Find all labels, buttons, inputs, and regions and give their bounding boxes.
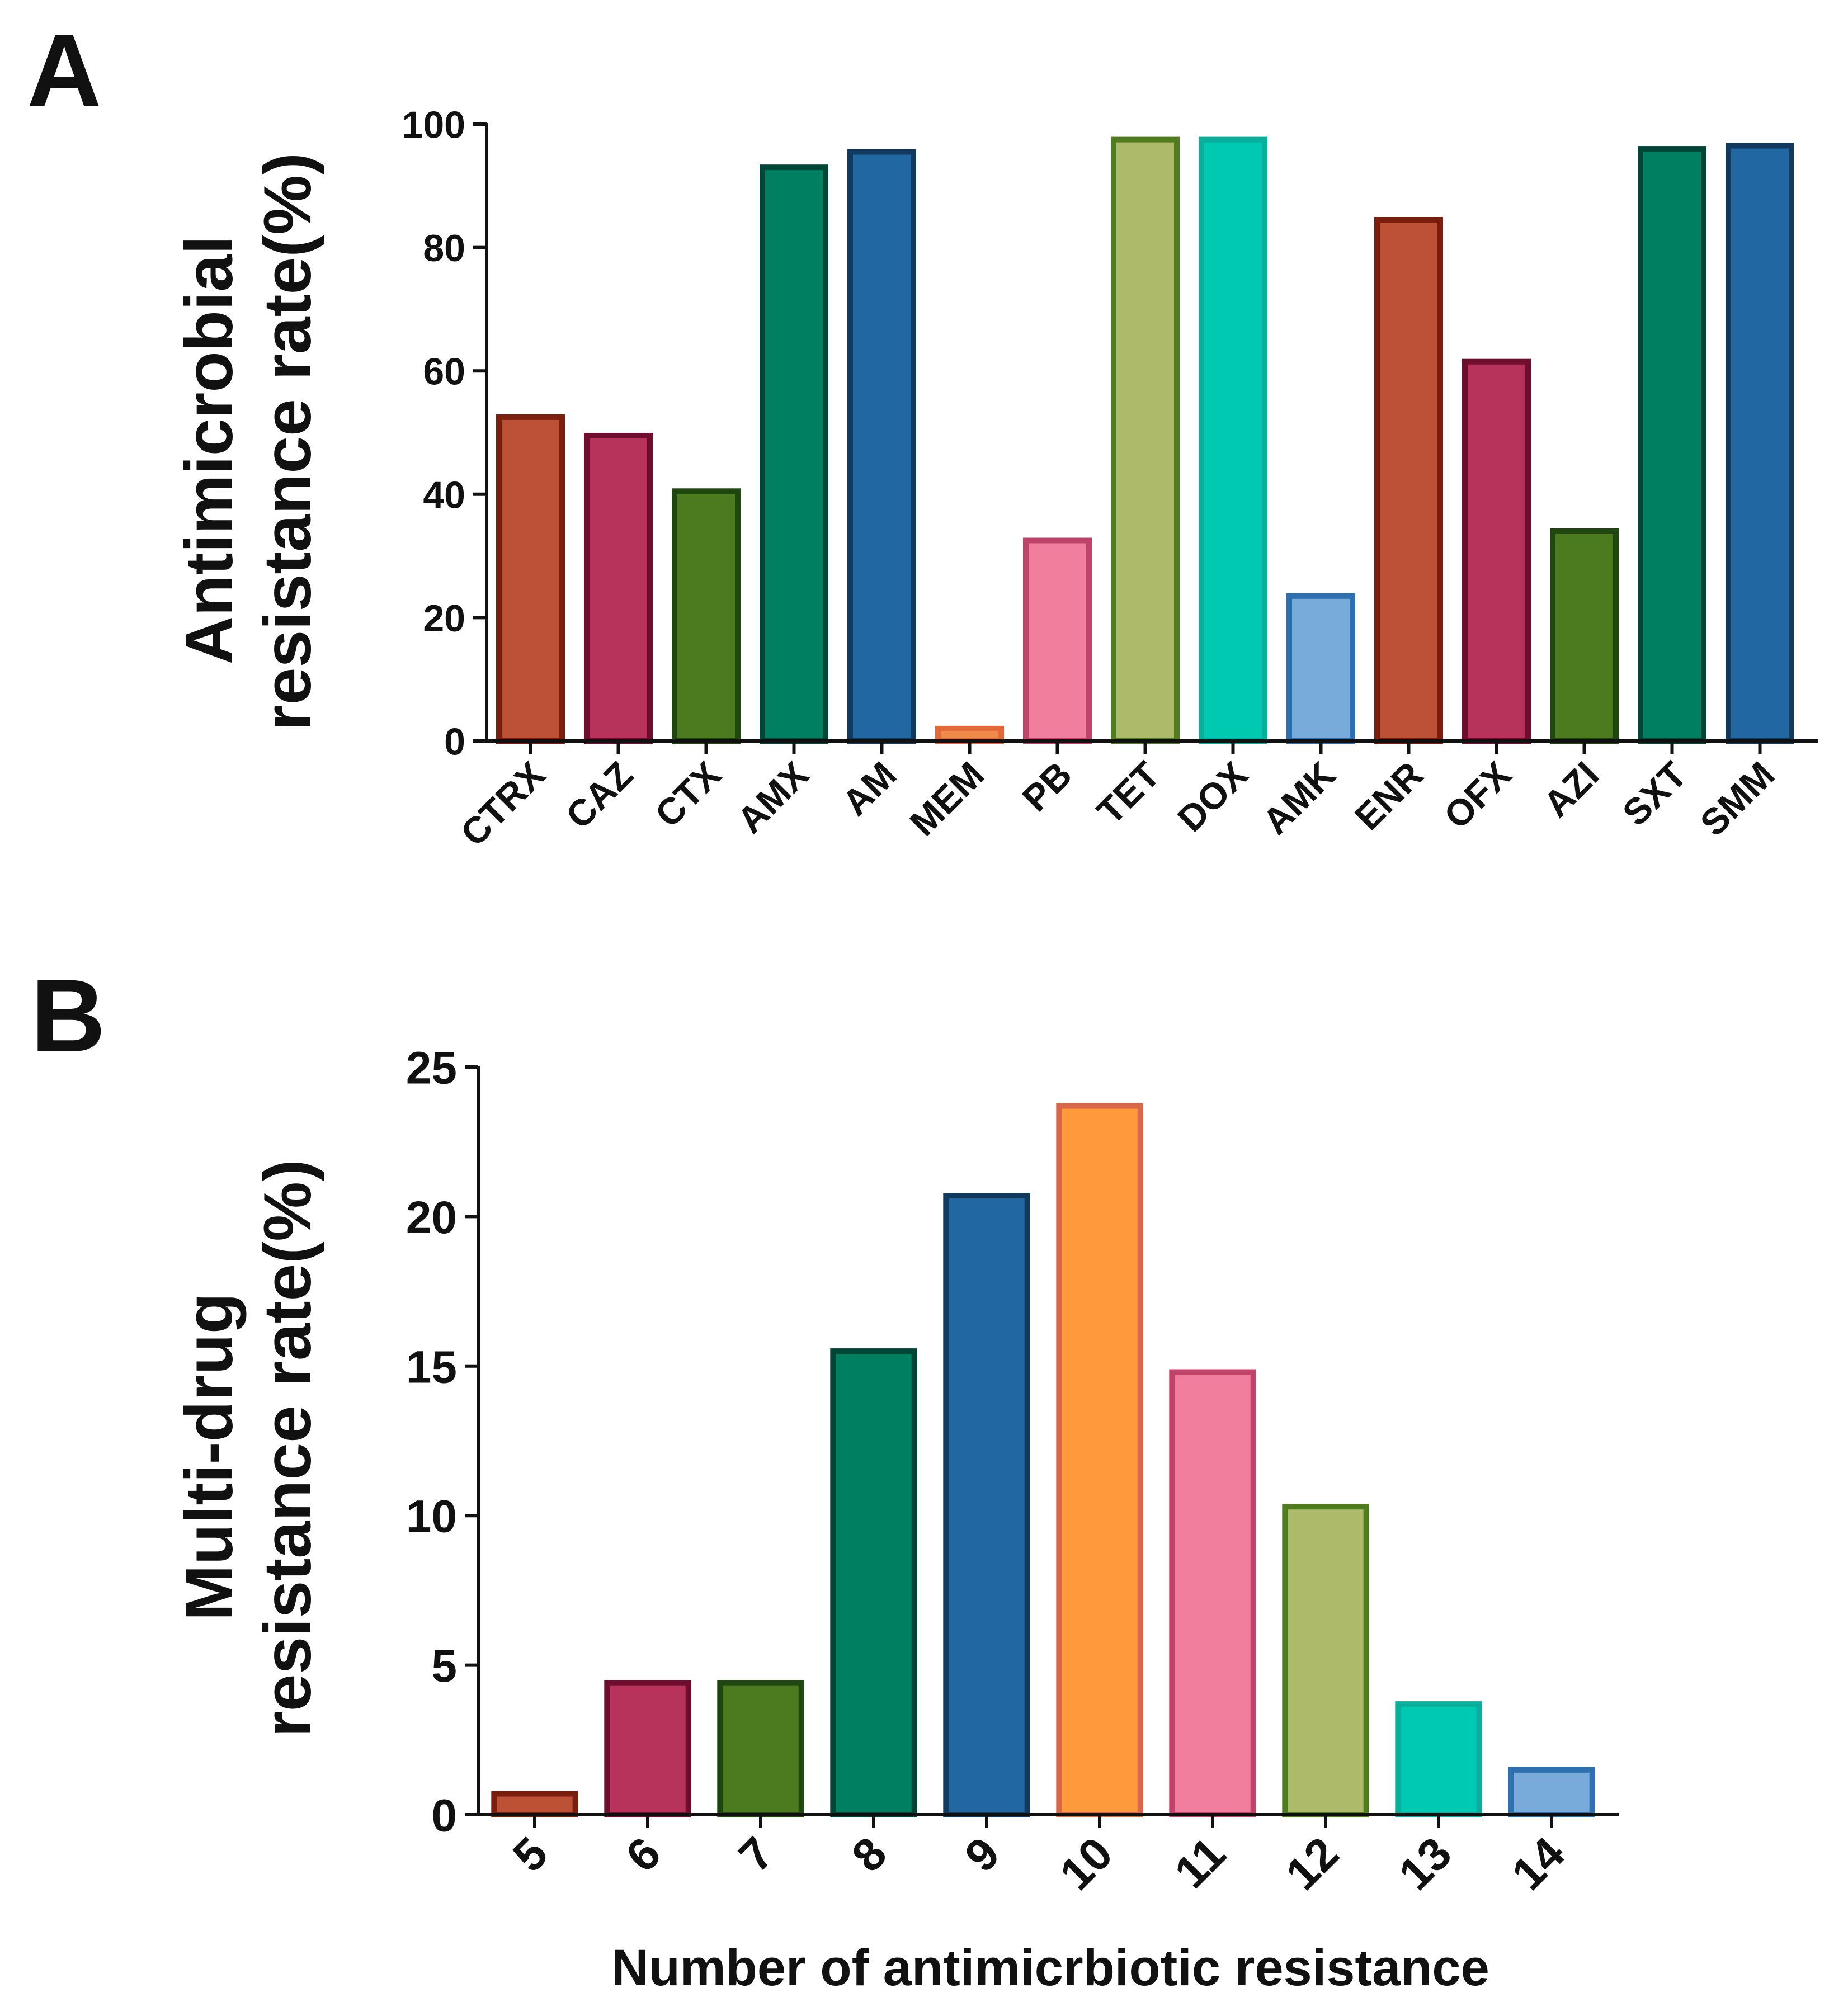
panel-a-letter: A: [27, 13, 102, 129]
panel-a-bar-azi: [1550, 528, 1619, 744]
panel-a-bar-ofx: [1462, 358, 1531, 744]
panel-a-bar-ctx: [672, 488, 741, 744]
panel-a-bar-pb: [1023, 537, 1092, 744]
panel-b-y-axis-title-line1: Multi-drug: [172, 1293, 247, 1621]
panel-b-letter: B: [31, 959, 106, 1074]
panel-a-chart: A Antimicrobial resistance rate(%) 0 20 40…: [27, 13, 1818, 854]
panel-a-x-tick-label: AM: [834, 754, 904, 824]
panel-b-bar-12: [1282, 1504, 1369, 1817]
panel-b-x-tick-label: 12: [1276, 1828, 1349, 1900]
panel-a-x-tick-label: SMM: [1692, 754, 1782, 844]
panel-a-x-tick-label: AMK: [1255, 753, 1343, 842]
panel-b-bar-9: [943, 1193, 1030, 1817]
panel-a-x-tick-label: AMX: [729, 754, 816, 841]
panel-a-bar-mem: [935, 725, 1004, 744]
panel-b-bar-7: [717, 1680, 804, 1817]
panel-b-x-tick-label: 8: [842, 1828, 897, 1882]
panel-b-y-tick-label: 10: [406, 1491, 457, 1542]
panel-a-x-tick-label: TET: [1089, 754, 1167, 832]
panel-b-y-tick-label: 20: [406, 1192, 457, 1243]
panel-b-bar-13: [1395, 1701, 1482, 1818]
panel-b-bar-11: [1169, 1369, 1256, 1817]
panel-b-bar-8: [830, 1348, 917, 1818]
panel-b-x-axis-title: Number of antimicrbiotic resistance: [611, 1939, 1489, 1996]
panel-a-bar-amk: [1286, 593, 1355, 744]
panel-b-x-tick-label: 5: [503, 1828, 558, 1882]
panel-b-x-tick-label: 11: [1165, 1828, 1236, 1898]
panel-a-y-tick-label: 20: [423, 597, 465, 640]
panel-a-x-tick-label: OFX: [1436, 754, 1519, 837]
panel-b-x-tick-label: 7: [729, 1828, 784, 1882]
panel-b-y-tick-label: 15: [406, 1342, 457, 1392]
panel-a-x-tick-label: AZI: [1535, 754, 1607, 825]
panel-b-x-tick-label: 6: [616, 1828, 671, 1882]
panel-a-bar-ctrx: [496, 414, 565, 744]
panel-a-x-tick-label: SXT: [1614, 754, 1694, 834]
panel-a-bar-am: [847, 149, 916, 744]
panel-a-x-tick-label: ENR: [1347, 754, 1431, 838]
panel-a-bar-tet: [1111, 136, 1180, 744]
panel-a-y-axis-title-line1: Antimicrobial: [172, 236, 247, 665]
panel-a-x-tick-label: CTRX: [452, 754, 553, 854]
panel-b-y-tick-label: 0: [431, 1791, 457, 1842]
panel-a-y-axis-title-line2: resistance rate(%): [250, 153, 325, 731]
panel-a-x-tick-label: PB: [1014, 754, 1079, 819]
panel-b-y-tick-label: 5: [431, 1641, 457, 1692]
panel-b-bar-5: [491, 1791, 578, 1818]
panel-a-bar-smm: [1726, 143, 1794, 744]
panel-a-x-tick-label: MEM: [902, 754, 992, 844]
panel-b-x-tick-label: 9: [955, 1828, 1010, 1882]
panel-b-y-tick-label: 25: [406, 1043, 457, 1094]
panel-a-x-tick-label: CAZ: [558, 754, 640, 837]
panel-a-bar-dox: [1199, 136, 1267, 744]
panel-b-x-tick-label: 10: [1050, 1828, 1123, 1900]
panel-a-y-tick-label: 40: [423, 474, 465, 516]
panel-b-bar-6: [604, 1680, 691, 1817]
panel-a-bar-sxt: [1638, 146, 1706, 744]
panel-a-y-tick-label: 60: [423, 351, 465, 393]
panel-b-x-tick-label: 14: [1502, 1828, 1574, 1900]
panel-b-y-axis-title-line2: resistance rate(%): [250, 1159, 325, 1738]
panel-b-bar-10: [1056, 1103, 1143, 1817]
panel-b-x-tick-label: 13: [1389, 1828, 1462, 1900]
panel-b-bar-14: [1508, 1767, 1595, 1818]
panel-a-bar-caz: [584, 433, 653, 744]
panel-a-x-tick-label: DOX: [1170, 754, 1255, 839]
panel-a-x-tick-label: CTX: [647, 754, 729, 835]
panel-a-y-tick-label: 0: [444, 720, 465, 763]
panel-a-bar-enr: [1374, 217, 1443, 744]
panel-b-chart: B Multi-drug resistance rate(%) 05101520…: [31, 959, 1619, 1996]
panel-a-y-tick-label: 100: [402, 103, 465, 146]
panel-a-y-tick-label: 80: [423, 227, 465, 270]
panel-a-bar-amx: [760, 164, 828, 744]
